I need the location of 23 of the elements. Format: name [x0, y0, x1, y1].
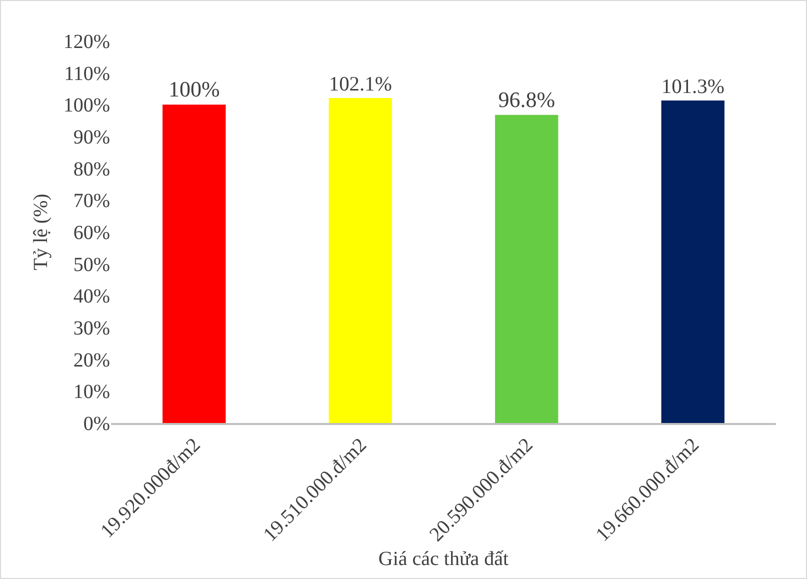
data-label: 100%: [168, 76, 220, 102]
bar: [661, 100, 724, 423]
data-label: 96.8%: [498, 86, 556, 112]
y-tick-label: 20%: [73, 349, 110, 372]
bar: [328, 98, 392, 423]
y-tick-label: 0%: [83, 413, 110, 435]
y-tick-label: 70%: [73, 190, 110, 212]
y-tick-label: 50%: [73, 254, 110, 276]
x-axis-title: Giá các thửa đất: [378, 548, 510, 570]
bar: [495, 114, 558, 423]
y-tick-label: 80%: [73, 158, 110, 180]
bar: [162, 104, 226, 423]
y-tick-label: 110%: [64, 62, 110, 85]
y-axis-title: Tỷ lệ (%): [30, 194, 52, 270]
y-tick-label: 10%: [73, 381, 110, 404]
y-tick-label: 30%: [73, 318, 110, 340]
y-tick-label: 100%: [63, 94, 110, 117]
data-label: 101.3%: [661, 76, 724, 98]
data-label: 102.1%: [328, 73, 392, 96]
y-tick-label: 90%: [73, 126, 110, 148]
y-tick-label: 60%: [73, 222, 110, 244]
y-tick-label: 40%: [73, 286, 110, 308]
y-tick-label: 120%: [63, 31, 110, 53]
